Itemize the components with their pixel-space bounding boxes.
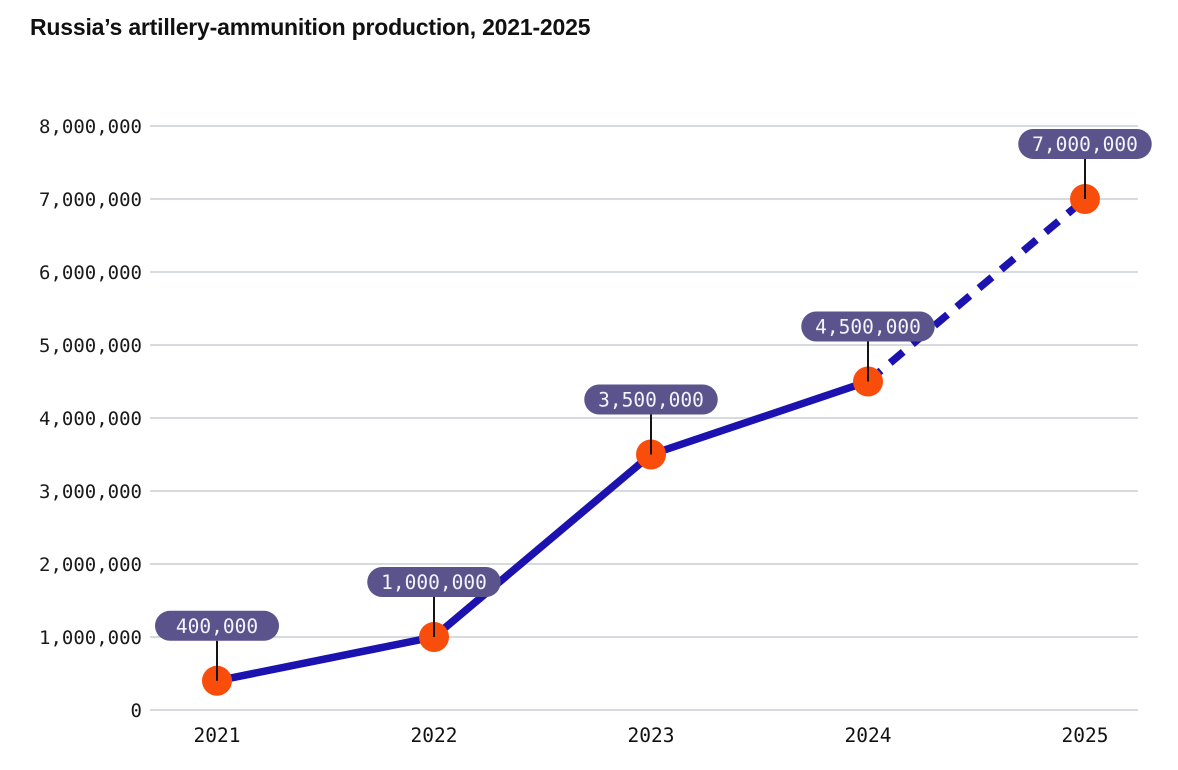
- data-label-text: 400,000: [176, 615, 258, 638]
- y-tick-label: 4,000,000: [39, 408, 142, 430]
- y-tick-label: 7,000,000: [39, 189, 142, 211]
- y-tick-label: 2,000,000: [39, 554, 142, 576]
- x-tick-label: 2021: [194, 724, 241, 747]
- data-label-pill: [801, 311, 935, 342]
- x-tick-label: 2025: [1062, 724, 1109, 747]
- y-tick-label: 0: [131, 700, 142, 722]
- data-label-pill: [155, 610, 279, 641]
- y-tick-label: 6,000,000: [39, 262, 142, 284]
- data-label-text: 3,500,000: [598, 389, 704, 412]
- series-line: [213, 377, 872, 685]
- y-tick-label: 8,000,000: [39, 116, 142, 138]
- data-label-text: 1,000,000: [381, 571, 487, 594]
- x-tick-label: 2023: [628, 724, 675, 747]
- series-line-projection: [865, 196, 1088, 385]
- data-label-pill: [367, 567, 501, 597]
- y-tick-label: 5,000,000: [39, 335, 142, 357]
- data-label-text: 7,000,000: [1032, 133, 1138, 156]
- data-label-text: 4,500,000: [815, 316, 921, 339]
- y-tick-label: 3,000,000: [39, 481, 142, 503]
- data-label-pill: [1018, 129, 1152, 159]
- x-tick-label: 2022: [411, 724, 458, 747]
- data-label-pill: [584, 384, 718, 415]
- x-tick-label: 2024: [845, 724, 892, 747]
- chart-title: Russia’s artillery-ammunition production…: [30, 14, 591, 40]
- y-tick-label: 1,000,000: [39, 627, 142, 649]
